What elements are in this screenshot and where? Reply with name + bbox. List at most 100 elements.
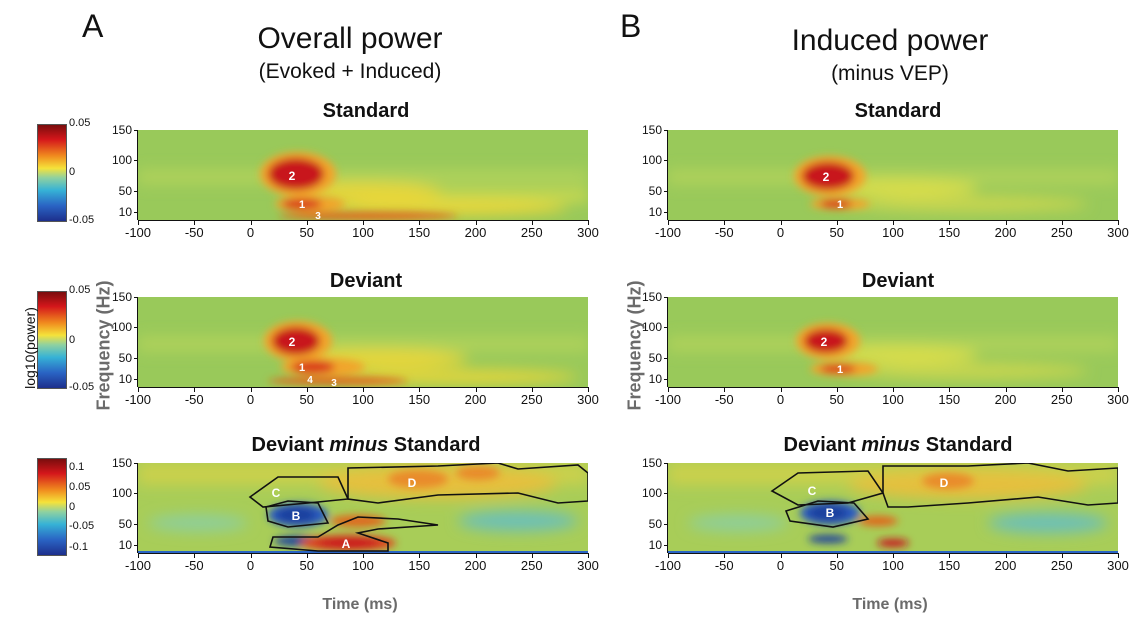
x-tick-mark [780, 220, 782, 225]
x-tick-mark [836, 220, 838, 225]
panel-letter-a: A [82, 8, 104, 44]
x-tick-mark [724, 387, 726, 392]
y-axis-line [667, 130, 668, 220]
y-tick-mark [664, 327, 668, 328]
x-tick-mark [836, 387, 838, 392]
heatmap-b-diff: C D B [668, 463, 1118, 553]
x-axis-line [138, 387, 588, 388]
colorbar-deviant [37, 291, 67, 389]
label-a-dev-2: 2 [289, 335, 296, 349]
y-tick-mark [134, 212, 138, 213]
title-a-diff: Deviant minus Standard [251, 434, 481, 456]
x-tick-mark [475, 387, 477, 392]
y-tick-mark [134, 379, 138, 380]
panel-a-subtitle: (Evoked + Induced) [258, 60, 442, 83]
label-b-dev-1: 1 [837, 364, 843, 376]
x-tick-label: 0 [246, 392, 255, 407]
y-tick-mark [134, 130, 138, 131]
x-tick-mark [363, 553, 364, 558]
x-tick-label: 300 [1107, 225, 1129, 240]
label-a-dev-3: 3 [331, 378, 337, 387]
x-tick-mark [724, 553, 726, 558]
y-tick-label: 100 [641, 153, 662, 167]
y-tick-label: 100 [111, 153, 132, 167]
x-tick-label: 250 [520, 558, 543, 573]
title-b-deviant: Deviant [861, 270, 935, 292]
x-tick-label: 50 [829, 558, 844, 573]
x-tick-mark [836, 553, 838, 558]
label-b-std-1: 1 [837, 199, 843, 211]
y-tick-label: 100 [111, 320, 132, 334]
x-tick-mark [588, 387, 589, 392]
panel-letter-b: B [620, 8, 642, 44]
label-b-diff-b: B [826, 506, 835, 520]
cbar1-min: -0.05 [69, 214, 95, 226]
heatmap-b-deviant: 2 1 [668, 297, 1118, 387]
y-tick-label: 150 [641, 123, 662, 137]
x-tick-label: -100 [654, 225, 682, 240]
heatmap-b-standard: 2 1 [668, 130, 1118, 220]
label-a-diff-a: A [342, 537, 351, 551]
y-tick-mark [134, 493, 138, 494]
y-tick-mark [664, 379, 668, 380]
x-tick-label: 300 [577, 558, 599, 573]
x-tick-label: 200 [464, 558, 487, 573]
x-tick-mark [1061, 220, 1063, 225]
x-tick-label: 50 [299, 392, 314, 407]
heatmap-a-standard: 2 1 3 [138, 130, 588, 220]
y-tick-mark [134, 160, 138, 161]
x-tick-mark [893, 553, 894, 558]
title-a-deviant: Deviant [329, 270, 403, 292]
x-tick-label: 50 [299, 225, 314, 240]
x-tick-mark [363, 220, 364, 225]
x-tick-label: 200 [464, 392, 487, 407]
y-axis-line [667, 463, 668, 553]
x-tick-label: 100 [352, 558, 374, 573]
xlabel-b: Time (ms) [852, 596, 928, 613]
y-tick-label: 10 [118, 372, 132, 386]
x-tick-label: -50 [714, 392, 734, 407]
x-tick-mark [949, 387, 951, 392]
x-tick-mark [419, 387, 421, 392]
x-tick-label: -100 [124, 225, 152, 240]
x-tick-mark [949, 553, 951, 558]
y-tick-mark [664, 493, 668, 494]
x-tick-label: -50 [184, 558, 204, 573]
x-tick-label: 50 [299, 558, 314, 573]
y-axis-line [137, 297, 138, 387]
x-tick-mark [419, 553, 421, 558]
x-tick-label: 250 [520, 225, 543, 240]
x-tick-mark [306, 553, 308, 558]
x-tick-mark [588, 553, 589, 558]
y-tick-label: 50 [648, 351, 662, 365]
x-tick-label: 100 [882, 392, 904, 407]
y-tick-mark [134, 297, 138, 298]
xlabel-a: Time (ms) [322, 596, 398, 613]
colorbar-standard [37, 124, 67, 222]
x-tick-mark [306, 220, 308, 225]
y-tick-mark [134, 463, 138, 464]
y-tick-label: 50 [118, 517, 132, 531]
x-tick-mark [893, 220, 894, 225]
x-tick-label: 150 [408, 558, 431, 573]
x-tick-label: 250 [1050, 225, 1073, 240]
x-tick-mark [531, 220, 533, 225]
y-tick-mark [664, 297, 668, 298]
x-tick-label: 150 [408, 225, 431, 240]
y-tick-label: 10 [118, 538, 132, 552]
label-a-std-2: 2 [289, 169, 296, 183]
y-tick-mark [134, 545, 138, 546]
x-tick-mark [194, 553, 196, 558]
y-tick-mark [664, 545, 668, 546]
y-axis-line [667, 297, 668, 387]
y-tick-mark [134, 327, 138, 328]
x-tick-mark [138, 553, 139, 558]
label-a-std-1: 1 [299, 199, 305, 211]
label-a-diff-d: D [408, 476, 417, 490]
title-b-diff: Deviant minus Standard [783, 434, 1013, 456]
y-tick-label: 10 [118, 205, 132, 219]
x-tick-mark [419, 220, 421, 225]
x-tick-mark [1061, 387, 1063, 392]
x-tick-label: 250 [1050, 558, 1073, 573]
y-tick-mark [664, 191, 668, 192]
